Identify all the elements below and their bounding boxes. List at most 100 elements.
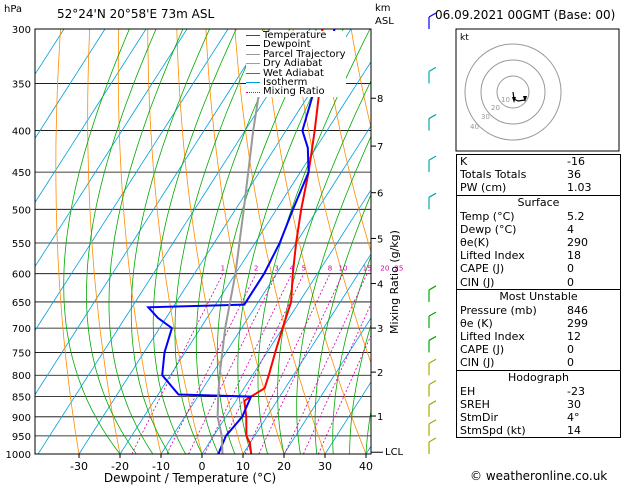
wind-barb-flag — [428, 311, 437, 317]
wet-adiabat — [237, 29, 344, 454]
indices-table: K -16 Totals Totals 36 PW (cm) 1.03 Surface… — [456, 154, 621, 439]
pressure-tick-label: 550 — [12, 239, 31, 250]
hodograph-ring-20: 20 — [491, 104, 500, 112]
isotherm — [35, 29, 65, 76]
mixing-ratio-line — [284, 273, 368, 454]
mixing-ratio-line — [244, 273, 331, 454]
wind-barb-flag — [428, 437, 437, 443]
dry-adiabat — [321, 29, 371, 254]
dry-adiabat — [147, 29, 203, 454]
temp-tick-label: 40 — [359, 460, 373, 473]
km-tick-label: 7 — [377, 142, 383, 153]
km-tick-label: 4 — [377, 280, 383, 291]
legend-swatch — [246, 44, 260, 46]
surface-title: Surface — [517, 195, 560, 209]
mixing-ratio-label: 25 — [394, 265, 403, 273]
wind-barb-flag — [428, 285, 437, 291]
pressure-tick-label: 350 — [12, 79, 31, 90]
series-temperature — [243, 29, 324, 454]
legend-label: Isotherm — [263, 77, 308, 89]
wind-barb-flag — [428, 12, 437, 18]
hodograph-kt-label: kt — [460, 33, 469, 43]
pressure-tick-label: 500 — [12, 205, 31, 216]
isotherm — [160, 125, 371, 454]
legend-item: Dewpoint — [246, 39, 346, 51]
pressure-tick-label: 700 — [12, 324, 31, 335]
mixing-ratio-label: 1 — [221, 265, 225, 273]
lcl-label: LCL — [385, 447, 404, 458]
wet-adiabat — [174, 29, 264, 454]
hodograph-ring-40: 40 — [470, 123, 479, 131]
mixing-ratio-label: 15 — [363, 265, 372, 273]
wet-adiabat — [152, 29, 237, 454]
mixing-ratio-label: 2 — [254, 265, 258, 273]
wet-adiabat — [108, 29, 184, 454]
legend-item: Temperature — [246, 30, 346, 41]
legend-label: Mixing Ratio — [263, 86, 325, 98]
dry-adiabat — [263, 29, 367, 454]
pressure-tick-label: 800 — [12, 371, 31, 382]
hodograph-title: Hodograph — [508, 370, 569, 384]
dry-adiabat — [55, 29, 80, 454]
temp-tick-label: 0 — [199, 460, 206, 473]
km-tick-label: 1 — [377, 412, 383, 423]
km-tick-label: 8 — [377, 94, 383, 105]
mixing-ratio-label: 3 — [274, 265, 278, 273]
mixing-ratio-label: 4 — [289, 265, 294, 273]
temp-tick-label: 10 — [236, 460, 250, 473]
pressure-tick-label: 750 — [12, 348, 31, 359]
datetime-title: 06.09.2021 00GMT (Base: 00) — [435, 8, 616, 22]
wet-adiabat — [314, 193, 371, 454]
isotherm — [35, 29, 188, 268]
axes: 3003504004505005506006507007508008509009… — [6, 25, 384, 473]
wet-adiabat — [332, 255, 371, 454]
legend-swatch — [246, 91, 260, 93]
location-title: 52°24'N 20°58'E 73m ASL — [57, 7, 215, 21]
mixing-ratio-label: 20 — [380, 265, 389, 273]
x-axis-label: Dewpoint / Temperature (°C) — [104, 471, 276, 485]
isotherm — [283, 317, 371, 454]
legend-item: Parcel Trajectory — [246, 49, 346, 60]
pressure-tick-label: 950 — [12, 432, 31, 443]
unstable-title: Most Unstable — [499, 289, 578, 303]
wind-barb-flag — [428, 400, 437, 406]
mixing-ratio-labels: 1 2 3 4 5 8 10 15 20 25 — [221, 265, 404, 273]
wind-barb-flag — [428, 335, 437, 341]
isotherm — [37, 29, 311, 454]
pressure-tick-label: 1000 — [6, 450, 31, 461]
mixing-ratio-axis-label: Mixing Ratio (g/kg) — [388, 230, 401, 334]
wet-adiabat — [86, 29, 157, 454]
pressure-tick-label: 450 — [12, 168, 31, 179]
legend-swatch — [246, 72, 260, 74]
mixing-ratio-line — [258, 273, 344, 454]
legend-item: Dry Adiabat — [246, 58, 346, 69]
wet-adiabat — [195, 29, 291, 454]
mixing-ratio-label: 5 — [302, 265, 306, 273]
wet-adiabat — [257, 29, 371, 454]
temp-tick-label: 20 — [277, 460, 291, 473]
dry-adiabat — [176, 29, 244, 454]
legend-label: Dewpoint — [263, 39, 311, 51]
footer-credit: © weatheronline.co.uk — [470, 469, 608, 483]
wind-barb-flag — [428, 192, 437, 198]
temp-tick-label: 30 — [318, 460, 332, 473]
isotherm — [35, 29, 270, 396]
dry-adiabat — [292, 29, 371, 364]
wet-adiabat — [349, 323, 371, 454]
isotherm — [324, 381, 371, 454]
wind-barb-flag — [428, 114, 437, 120]
hodograph: kt 10 20 30 40 — [455, 28, 620, 152]
mixing-ratio-line — [131, 273, 224, 454]
dry-adiabat — [117, 29, 162, 454]
legend-swatch — [246, 82, 260, 84]
km-tick-label: 6 — [377, 189, 383, 200]
legend: Temperature Dewpoint Parcel Trajectory Dry … — [246, 30, 346, 98]
isotherm — [201, 189, 371, 454]
wind-barb-flag — [428, 358, 437, 364]
temp-tick-label: -30 — [70, 460, 88, 473]
legend-swatch — [246, 63, 260, 65]
legend-swatch — [246, 35, 260, 37]
legend-swatch — [246, 54, 260, 56]
wet-adiabat — [296, 135, 371, 454]
mixing-ratio-line — [303, 302, 371, 454]
